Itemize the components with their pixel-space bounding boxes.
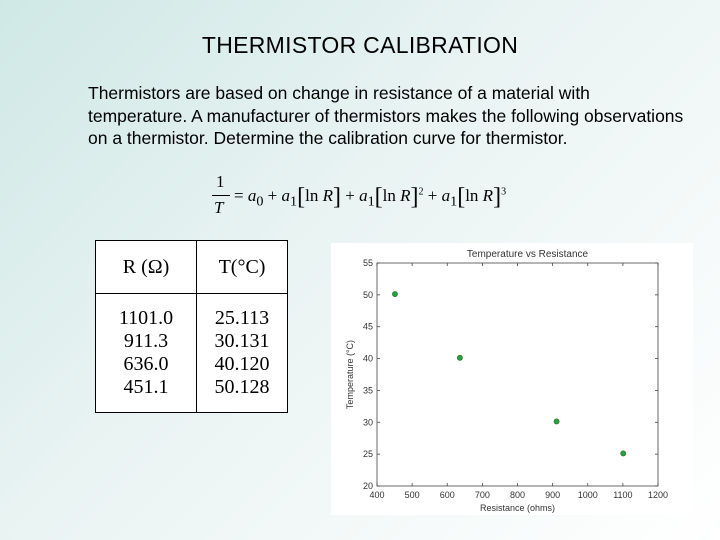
x-axis-label: Resistance (ohms) [480,503,555,513]
temperature-value: 25.113 [214,307,270,329]
problem-statement: Thermistors are based on change in resis… [88,83,684,148]
equation-numerator: 1 [216,172,225,191]
data-point [553,418,560,425]
scatter-chart: 400 500 600 700 800 900 1000 1100 1200 20 25 30 35 40… [331,243,693,515]
x-tick-label: 600 [440,490,455,500]
fraction-bar [212,195,230,196]
resistance-value: 636.0 [123,353,169,375]
equation-rhs: = a0 + a1[ln R] + a1[ln R]2 + a1[ln R]3 [234,184,507,210]
chart-svg: 400 500 600 700 800 900 1000 1100 1200 20 25 30 35 40… [345,249,668,513]
data-point [456,354,463,361]
x-tick-label: 700 [475,490,490,500]
y-tick-label: 35 [363,385,373,395]
temperature-column: 25.113 30.131 40.120 50.128 [196,293,288,413]
observation-table: R (Ω) T(°C) 1101.0 911.3 636.0 451.1 25.… [95,240,288,413]
temperature-value: 40.120 [214,353,270,375]
x-tick-label: 1000 [578,490,598,500]
x-tick-label: 900 [545,490,560,500]
slide-title: THERMISTOR CALIBRATION [201,32,519,58]
x-tick-label: 1100 [613,490,632,500]
resistance-column: 1101.0 911.3 636.0 451.1 [95,293,197,413]
resistance-value: 911.3 [123,330,169,352]
calibration-equation: 1 T = a0 + a1[ln R] + a1[ln R]2 + a1[ln … [212,172,532,222]
x-tick-label: 800 [510,490,525,500]
y-tick-label: 50 [363,290,373,300]
x-tick-label: 400 [369,490,384,500]
x-tick-label: 500 [405,490,420,500]
plot-area [376,262,659,487]
header-resistance: R (Ω) [95,240,197,294]
data-point [392,291,398,297]
y-tick-label: 45 [363,322,373,332]
resistance-value: 1101.0 [118,307,174,329]
y-tick-label: 40 [363,354,373,364]
equation-denominator: T [214,198,224,217]
data-point [620,450,627,457]
temperature-value: 50.128 [214,376,270,398]
x-tick-label: 1200 [648,490,668,500]
y-tick-label: 25 [363,449,373,459]
y-tick-label: 20 [363,481,373,491]
y-tick-label: 30 [363,417,373,427]
chart-title: Temperature vs Resistance [467,249,589,260]
header-temperature: T(°C) [196,240,288,294]
resistance-value: 451.1 [123,376,169,398]
temperature-value: 30.131 [214,330,270,352]
y-tick-label: 55 [363,258,373,268]
y-axis-label: Temperature (°C) [345,340,355,409]
